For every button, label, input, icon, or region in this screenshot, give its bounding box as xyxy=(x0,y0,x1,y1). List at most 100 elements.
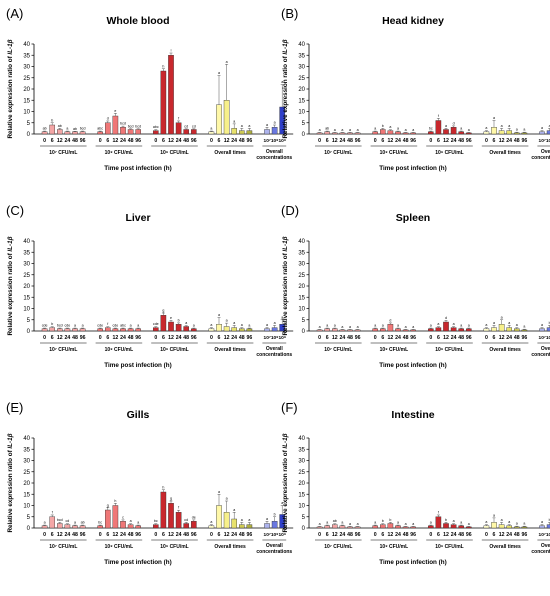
x-tick-label: 96 xyxy=(522,532,528,538)
significance-letter: a xyxy=(233,321,235,325)
bar xyxy=(135,328,142,332)
y-tick-label: 30 xyxy=(23,459,30,465)
x-tick-label: 12 xyxy=(332,532,338,538)
x-tick-label: 96 xyxy=(80,138,86,144)
y-axis-label-prefix: Relative expression ratio of xyxy=(7,252,14,336)
x-tick-label: 0 xyxy=(99,335,102,341)
significance-letter: a xyxy=(523,325,525,329)
y-axis-label-gene: IL-1β xyxy=(282,39,289,54)
x-tick-label: 48 xyxy=(128,335,134,341)
x-tick-label: 12 xyxy=(388,335,394,341)
bar xyxy=(498,130,505,135)
x-tick-label: 0 xyxy=(374,532,377,538)
x-tick-label: 24 xyxy=(231,532,237,538)
group-label: Overall times xyxy=(214,347,246,353)
bar xyxy=(521,526,528,529)
x-tick-label: 96 xyxy=(247,138,253,144)
x-tick-label: 10⁷10⁸10⁹ xyxy=(539,138,550,144)
bar xyxy=(238,328,245,332)
y-tick-label: 10 xyxy=(298,110,305,116)
chart-panel-6: (F) Intestine Relative expression ratio of… xyxy=(281,400,550,566)
significance-letter: a xyxy=(218,313,220,317)
significance-letter: a xyxy=(241,518,243,522)
bar xyxy=(347,526,353,529)
x-tick-label: 6 xyxy=(326,335,329,341)
y-tick-label: 5 xyxy=(302,121,306,127)
y-tick-label: 0 xyxy=(27,132,31,138)
bar xyxy=(175,122,182,135)
bar xyxy=(521,329,528,332)
x-tick-label: 12 xyxy=(224,532,230,538)
bar xyxy=(539,525,545,529)
significance-letter: a xyxy=(374,127,376,131)
significance-letter: bcd xyxy=(120,122,126,126)
bar xyxy=(41,131,48,135)
significance-letter: a xyxy=(66,127,68,131)
bar xyxy=(427,131,434,135)
x-tick-label: 24 xyxy=(451,138,457,144)
significance-letter: cd xyxy=(184,518,188,522)
x-tick-label: 6 xyxy=(106,138,109,144)
significance-letter: a xyxy=(281,501,283,505)
bar xyxy=(402,132,409,135)
significance-letter: a xyxy=(226,60,228,64)
x-tick-label: 96 xyxy=(191,138,197,144)
bar xyxy=(104,327,111,332)
x-tick-label: 12 xyxy=(443,138,449,144)
x-tick-label: 6 xyxy=(493,532,496,538)
x-tick-label: 48 xyxy=(514,138,520,144)
y-tick-label: 5 xyxy=(27,121,31,127)
x-tick-label: 96 xyxy=(135,138,141,144)
x-tick-label: 0 xyxy=(210,138,213,144)
y-tick-label: 35 xyxy=(23,250,30,256)
bar xyxy=(458,131,465,135)
significance-letter: cde xyxy=(65,324,71,328)
significance-letter: g xyxy=(162,309,164,313)
significance-letter: a xyxy=(349,522,351,526)
significance-letter: a xyxy=(382,324,384,328)
significance-letter: a xyxy=(241,323,243,327)
significance-letter: a xyxy=(412,128,414,132)
significance-letter: a xyxy=(326,324,328,328)
y-tick-label: 30 xyxy=(298,65,305,71)
x-tick-label: 12 xyxy=(499,532,505,538)
y-tick-label: 30 xyxy=(298,262,305,268)
group-label: 10⁸ CFU/mL xyxy=(380,150,408,156)
significance-letter: a xyxy=(281,80,283,84)
bar xyxy=(104,509,111,529)
significance-letter: a xyxy=(334,324,336,328)
bar xyxy=(223,512,230,529)
x-tick-label: 24 xyxy=(506,335,512,341)
bar xyxy=(395,328,401,332)
x-tick-label: 24 xyxy=(340,532,346,538)
bar xyxy=(513,328,520,332)
bar xyxy=(190,129,197,135)
panel-title: Gills xyxy=(127,409,150,421)
significance-letter: h xyxy=(162,64,164,68)
significance-letter: b xyxy=(549,518,550,522)
bar xyxy=(506,327,513,332)
group-label: Overall xyxy=(541,149,550,155)
bar xyxy=(127,129,134,135)
y-axis-label-gene: IL-1β xyxy=(282,236,289,251)
panel-title: Spleen xyxy=(396,212,430,224)
bar xyxy=(427,328,434,332)
bar xyxy=(79,131,86,135)
bar xyxy=(152,524,159,529)
x-tick-label: 96 xyxy=(355,138,361,144)
significance-letter: a xyxy=(516,128,518,132)
bar xyxy=(339,525,346,529)
significance-letter: f xyxy=(178,116,179,120)
significance-letter: f xyxy=(52,510,53,514)
bar xyxy=(97,131,103,135)
x-tick-label: 0 xyxy=(43,138,46,144)
significance-letter: a xyxy=(334,128,336,132)
significance-letter: a xyxy=(341,521,343,525)
significance-letter: a xyxy=(137,521,139,525)
y-tick-label: 15 xyxy=(23,98,30,104)
bar xyxy=(339,329,346,332)
x-tick-label: 0 xyxy=(318,138,321,144)
y-tick-label: 20 xyxy=(298,284,305,290)
bar xyxy=(458,328,465,332)
bar xyxy=(332,524,338,529)
